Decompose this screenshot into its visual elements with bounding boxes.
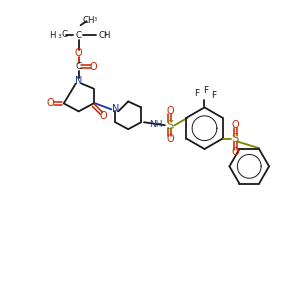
Text: O: O	[46, 98, 54, 108]
Text: F: F	[211, 91, 216, 100]
Text: O: O	[166, 134, 174, 144]
Text: O: O	[100, 111, 107, 121]
Text: S: S	[166, 119, 173, 132]
Text: CH: CH	[98, 31, 111, 40]
Text: CH: CH	[82, 16, 95, 25]
Text: O: O	[232, 120, 239, 130]
Text: O: O	[75, 48, 82, 58]
Text: F: F	[203, 86, 208, 95]
Text: N: N	[112, 104, 119, 114]
Text: C: C	[76, 31, 82, 40]
Text: NH: NH	[149, 120, 163, 129]
Text: N: N	[75, 76, 82, 85]
Text: S: S	[232, 132, 239, 145]
Text: H: H	[50, 31, 56, 40]
Text: $_3$: $_3$	[103, 31, 107, 39]
Text: F: F	[194, 89, 199, 98]
Text: $_3$C: $_3$C	[57, 29, 69, 41]
Text: C: C	[76, 62, 82, 71]
Text: O: O	[232, 148, 239, 158]
Text: O: O	[90, 62, 97, 72]
Text: O: O	[166, 106, 174, 116]
Text: $_3$: $_3$	[93, 16, 98, 25]
